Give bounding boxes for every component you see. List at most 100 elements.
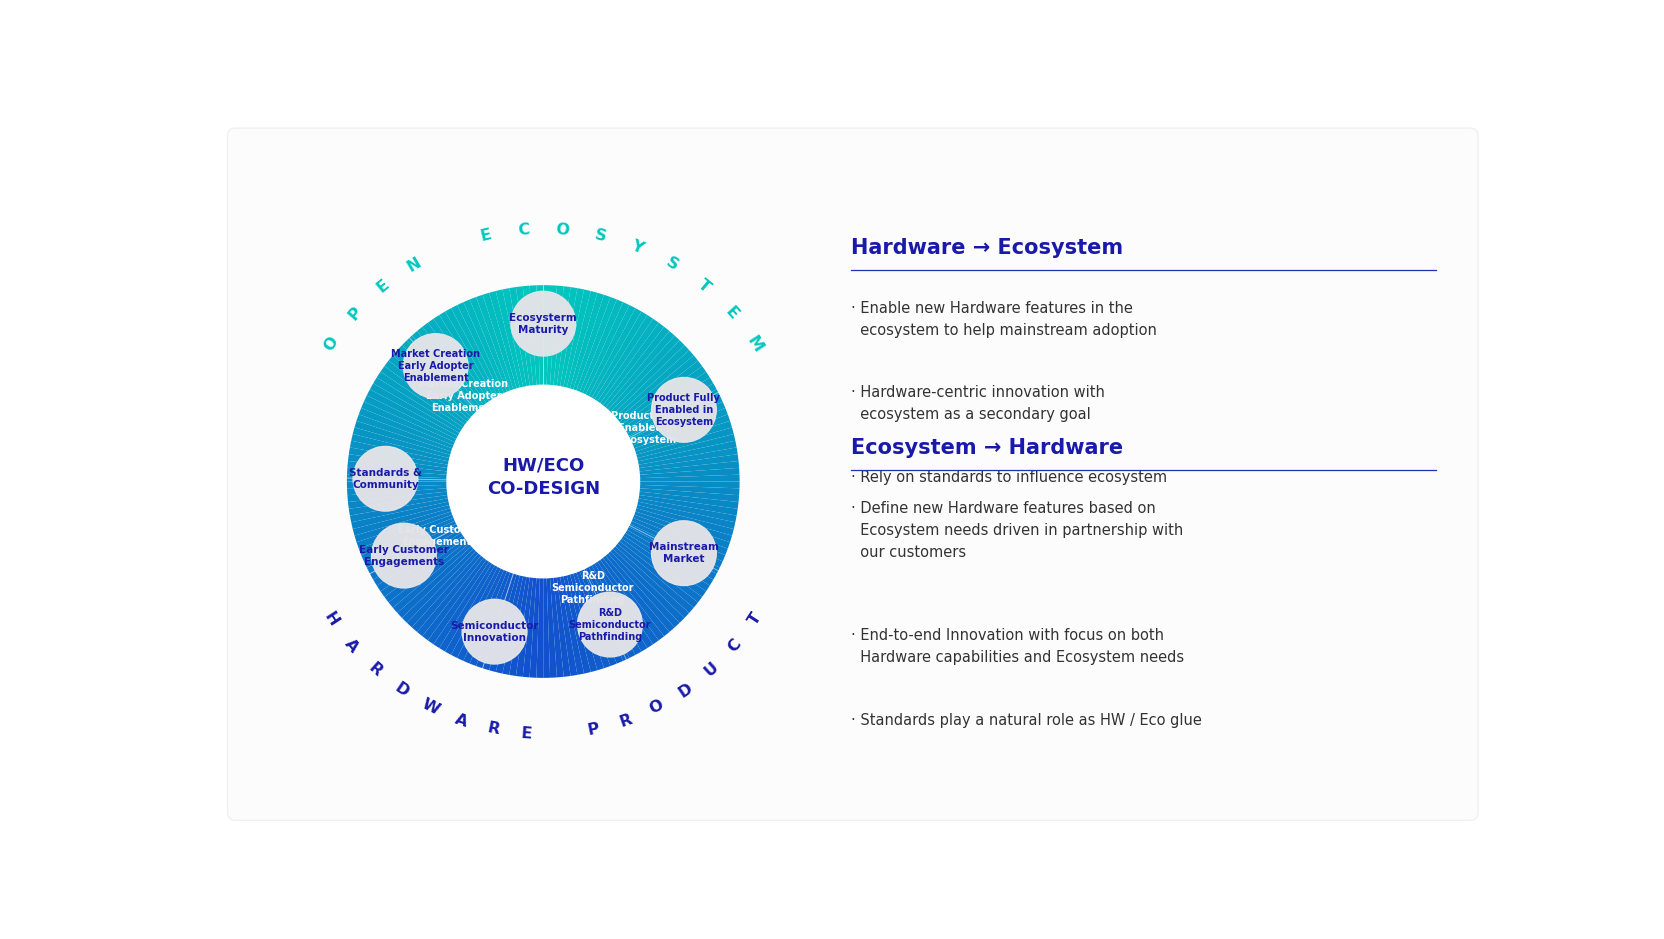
- Text: · Rely on standards to influence ecosystem: · Rely on standards to influence ecosyst…: [852, 470, 1168, 485]
- Text: O: O: [556, 222, 569, 238]
- Wedge shape: [413, 331, 542, 482]
- Circle shape: [353, 446, 418, 511]
- Wedge shape: [542, 482, 557, 678]
- Text: D: D: [391, 681, 411, 700]
- Wedge shape: [403, 482, 542, 623]
- Wedge shape: [542, 482, 732, 542]
- Text: Semiconductor
Innovation: Semiconductor Innovation: [451, 621, 539, 642]
- Wedge shape: [542, 346, 689, 482]
- Wedge shape: [542, 482, 664, 640]
- Circle shape: [652, 377, 716, 442]
- Wedge shape: [354, 482, 542, 542]
- Wedge shape: [542, 447, 737, 482]
- Wedge shape: [542, 286, 571, 482]
- Wedge shape: [542, 440, 737, 482]
- Wedge shape: [542, 482, 734, 535]
- Wedge shape: [373, 377, 542, 482]
- Text: Ecosysterm
Maturity: Ecosysterm Maturity: [509, 313, 577, 334]
- Wedge shape: [348, 468, 542, 482]
- Wedge shape: [542, 285, 557, 482]
- Wedge shape: [542, 482, 689, 618]
- Wedge shape: [542, 434, 735, 482]
- Wedge shape: [503, 288, 542, 482]
- Text: E: E: [479, 227, 493, 244]
- Wedge shape: [469, 297, 542, 482]
- Wedge shape: [542, 482, 604, 670]
- Wedge shape: [489, 291, 542, 482]
- Wedge shape: [542, 482, 739, 502]
- Text: O: O: [321, 334, 341, 354]
- Text: Y: Y: [629, 239, 646, 256]
- Wedge shape: [346, 474, 542, 482]
- Wedge shape: [542, 295, 611, 482]
- Text: Market Creation
Early Adopter
Enablement: Market Creation Early Adopter Enablement: [391, 349, 481, 383]
- Circle shape: [652, 521, 716, 586]
- Wedge shape: [451, 305, 542, 482]
- Wedge shape: [366, 482, 542, 574]
- Wedge shape: [516, 482, 542, 677]
- Wedge shape: [529, 482, 542, 678]
- Wedge shape: [353, 427, 542, 482]
- Wedge shape: [369, 383, 542, 482]
- Wedge shape: [542, 482, 735, 529]
- Wedge shape: [503, 482, 542, 675]
- Text: E: E: [374, 277, 391, 296]
- Wedge shape: [542, 474, 739, 482]
- Wedge shape: [348, 482, 542, 509]
- Wedge shape: [542, 383, 717, 482]
- Wedge shape: [542, 482, 726, 562]
- Wedge shape: [496, 482, 542, 673]
- Wedge shape: [542, 454, 739, 482]
- Wedge shape: [354, 421, 542, 482]
- Wedge shape: [542, 402, 726, 482]
- Wedge shape: [496, 289, 542, 482]
- Wedge shape: [463, 300, 542, 482]
- Wedge shape: [373, 482, 542, 586]
- Wedge shape: [542, 482, 739, 488]
- Text: H: H: [321, 609, 341, 629]
- Text: R: R: [617, 711, 634, 730]
- Wedge shape: [348, 454, 542, 482]
- Wedge shape: [351, 482, 542, 529]
- Wedge shape: [542, 482, 647, 652]
- Text: · Define new Hardware features based on
  Ecosystem needs driven in partnership : · Define new Hardware features based on …: [852, 500, 1183, 561]
- Text: E: E: [521, 726, 532, 742]
- Text: Product Fully
Enabled in
Ecosystem: Product Fully Enabled in Ecosystem: [611, 411, 684, 445]
- Wedge shape: [536, 285, 542, 482]
- Wedge shape: [418, 482, 542, 637]
- Text: Mainstream
Market: Mainstream Market: [649, 542, 719, 564]
- Wedge shape: [542, 361, 702, 482]
- Wedge shape: [542, 482, 564, 677]
- Wedge shape: [388, 355, 542, 482]
- Circle shape: [463, 599, 527, 664]
- Wedge shape: [542, 482, 679, 627]
- Wedge shape: [356, 482, 542, 548]
- Wedge shape: [542, 482, 714, 586]
- Wedge shape: [351, 434, 542, 482]
- Wedge shape: [542, 482, 717, 579]
- Wedge shape: [428, 482, 542, 644]
- Text: T: T: [745, 610, 764, 628]
- Text: O: O: [647, 698, 666, 717]
- Text: R&D
Semiconductor
Pathfinding: R&D Semiconductor Pathfinding: [551, 571, 634, 605]
- Wedge shape: [428, 318, 542, 482]
- Wedge shape: [542, 377, 714, 482]
- Text: T: T: [696, 277, 712, 296]
- Wedge shape: [349, 447, 542, 482]
- Text: Early Customer
Engagements: Early Customer Engagements: [359, 545, 449, 566]
- Wedge shape: [542, 285, 551, 482]
- Wedge shape: [542, 482, 577, 676]
- Wedge shape: [522, 285, 542, 482]
- Wedge shape: [413, 482, 542, 632]
- Wedge shape: [542, 408, 727, 482]
- Wedge shape: [408, 335, 542, 482]
- Wedge shape: [542, 482, 721, 574]
- Wedge shape: [346, 482, 542, 488]
- Text: S: S: [594, 227, 607, 244]
- Wedge shape: [542, 482, 711, 592]
- Wedge shape: [393, 350, 542, 482]
- Wedge shape: [433, 315, 542, 482]
- Wedge shape: [542, 395, 722, 482]
- Text: P: P: [586, 720, 601, 738]
- Wedge shape: [542, 390, 721, 482]
